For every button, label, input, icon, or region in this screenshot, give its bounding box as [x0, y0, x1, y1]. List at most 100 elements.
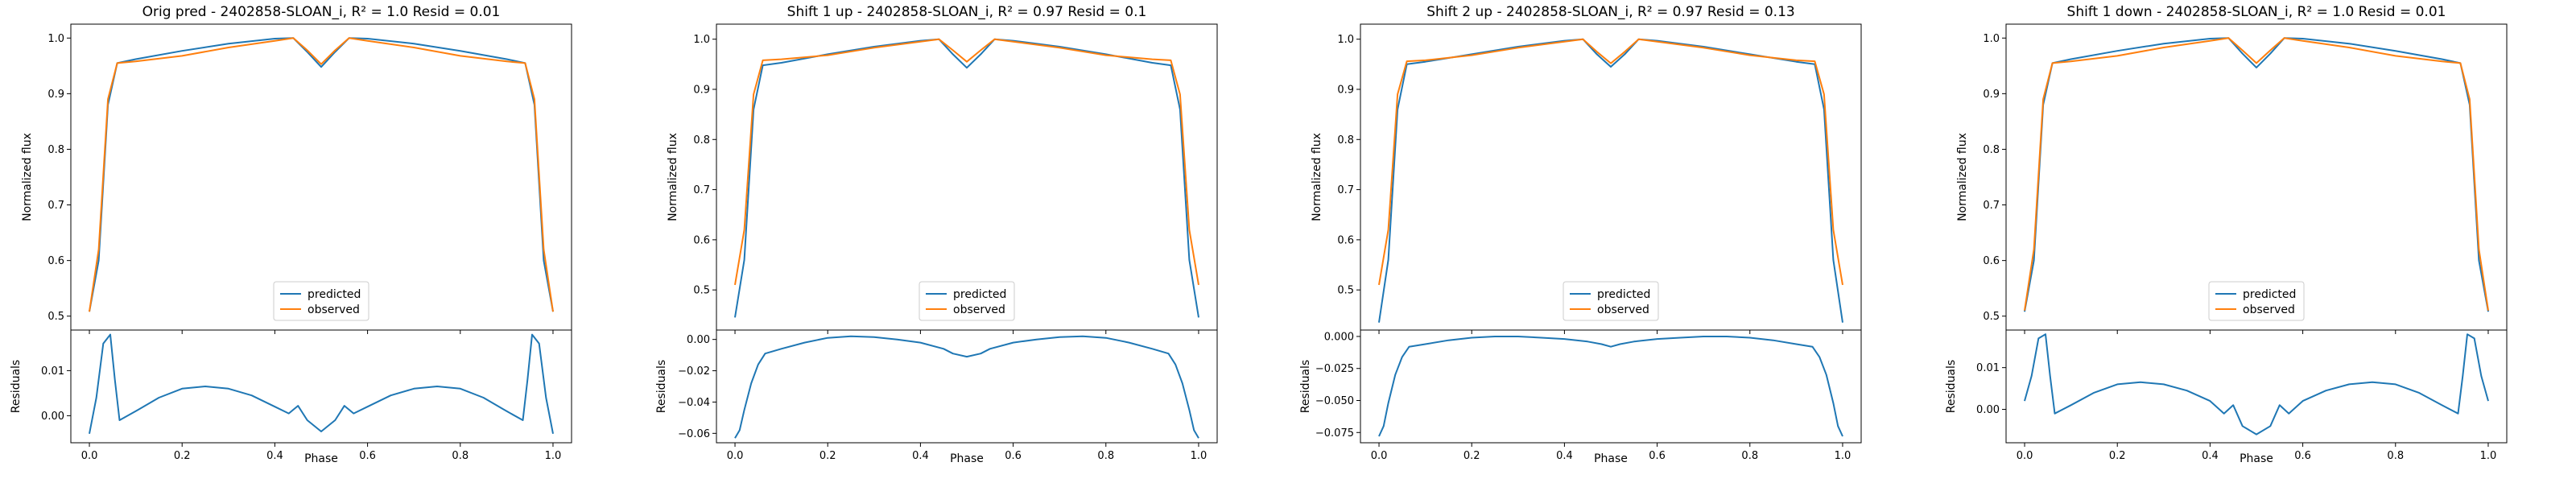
resid-y-tick-label: 0.00	[687, 334, 710, 346]
y-axis-label: Normalized flux	[667, 133, 679, 221]
x-tick-label: 0.4	[2202, 450, 2219, 462]
x-tick-label: 0.6	[2294, 450, 2311, 462]
x-axis-label: Phase	[2240, 452, 2273, 465]
chart-panel-3: Shift 2 up - 2402858-SLOAN_i, R² = 0.97 …	[1299, 4, 1862, 465]
resid-y-tick-label: 0.01	[1976, 362, 2000, 374]
x-tick-label: 0.0	[727, 450, 744, 462]
x-tick-label: 1.0	[1191, 450, 1208, 462]
x-tick-label: 0.8	[452, 450, 469, 462]
series-line-predicted	[2024, 37, 2489, 312]
y-tick-label: 0.7	[693, 184, 710, 196]
series-line-residual	[734, 335, 1199, 439]
chart-panel-4: Shift 1 down - 2402858-SLOAN_i, R² = 1.0…	[1945, 4, 2508, 465]
x-tick-label: 0.4	[912, 450, 929, 462]
series-line-observed	[2024, 37, 2489, 311]
resid-y-tick-label: −0.02	[678, 365, 710, 378]
y-tick-label: 0.7	[1983, 200, 2000, 212]
series-line-residual	[89, 333, 554, 434]
resid-y-tick-label: −0.025	[1315, 363, 1354, 375]
x-tick-label: 0.0	[1371, 450, 1388, 462]
resid-y-tick-label: 0.00	[41, 411, 64, 423]
series-line-residual	[2024, 333, 2489, 436]
legend-label-observed: observed	[1597, 303, 1649, 316]
y-tick-label: 0.5	[47, 311, 64, 323]
x-axis-label: Phase	[1594, 452, 1628, 465]
y-axis-label: Normalized flux	[1311, 133, 1323, 221]
resid-y-tick-label: 0.000	[1324, 331, 1354, 343]
residual-axes-frame	[716, 329, 1218, 444]
y-tick-label: 0.6	[47, 255, 64, 267]
chart-panel-1: Orig pred - 2402858-SLOAN_i, R² = 1.0 Re…	[10, 4, 572, 465]
residual-axes-frame	[70, 329, 572, 444]
legend-label-predicted: predicted	[308, 288, 361, 301]
chart-title: Shift 2 up - 2402858-SLOAN_i, R² = 0.97 …	[1426, 4, 1794, 20]
y-axis-label: Normalized flux	[1956, 133, 1969, 221]
residual-axis-label: Residuals	[1299, 360, 1312, 413]
x-tick-label: 0.0	[81, 450, 98, 462]
residual-axis-label: Residuals	[10, 360, 23, 413]
legend-box	[2208, 281, 2305, 321]
resid-y-tick-label: −0.050	[1315, 395, 1354, 407]
y-tick-label: 0.8	[693, 134, 710, 147]
x-tick-label: 1.0	[1835, 450, 1852, 462]
series-line-observed	[1378, 38, 1843, 286]
y-tick-label: 0.6	[1983, 255, 2000, 267]
legend-box	[273, 281, 369, 321]
legend-label-observed: observed	[953, 303, 1005, 316]
y-tick-label: 0.5	[1337, 285, 1354, 297]
y-tick-label: 0.6	[693, 234, 710, 246]
y-tick-label: 0.8	[1983, 144, 2000, 156]
chart-title: Orig pred - 2402858-SLOAN_i, R² = 1.0 Re…	[142, 4, 501, 20]
series-line-predicted	[89, 37, 554, 312]
y-tick-label: 0.9	[693, 84, 710, 96]
y-tick-label: 1.0	[47, 33, 64, 45]
y-tick-label: 0.7	[1337, 184, 1354, 196]
legend-label-predicted: predicted	[953, 288, 1006, 301]
x-tick-label: 0.6	[1649, 450, 1666, 462]
x-tick-label: 0.0	[2017, 450, 2033, 462]
y-tick-label: 0.9	[47, 89, 64, 101]
legend-label-observed: observed	[308, 303, 360, 316]
y-tick-label: 1.0	[1983, 33, 2000, 45]
series-line-observed	[734, 38, 1199, 286]
resid-y-tick-label: −0.04	[678, 397, 710, 409]
y-tick-label: 1.0	[693, 34, 710, 46]
chart-title: Shift 1 up - 2402858-SLOAN_i, R² = 0.97 …	[787, 4, 1147, 20]
legend-box	[1563, 281, 1659, 321]
x-tick-label: 0.4	[266, 450, 283, 462]
x-axis-label: Phase	[950, 452, 984, 465]
residual-axes-frame	[1360, 329, 1862, 444]
resid-y-tick-label: 0.00	[1976, 404, 2000, 416]
x-axis-label: Phase	[304, 452, 338, 465]
resid-y-tick-label: −0.075	[1315, 427, 1354, 440]
chart-panel-2: Shift 1 up - 2402858-SLOAN_i, R² = 0.97 …	[655, 4, 1218, 465]
x-tick-label: 0.4	[1556, 450, 1573, 462]
y-tick-label: 0.8	[1337, 134, 1354, 147]
y-axis-label: Normalized flux	[21, 133, 34, 221]
legend-label-predicted: predicted	[1597, 288, 1650, 301]
series-line-residual	[1378, 336, 1843, 437]
chart-title: Shift 1 down - 2402858-SLOAN_i, R² = 1.0…	[2067, 4, 2446, 20]
y-tick-label: 0.6	[1337, 234, 1354, 246]
y-tick-label: 0.5	[693, 285, 710, 297]
series-line-predicted	[1378, 38, 1843, 323]
series-line-observed	[89, 37, 554, 312]
x-tick-label: 0.8	[1741, 450, 1758, 462]
x-tick-label: 1.0	[2480, 450, 2497, 462]
y-tick-label: 0.8	[47, 144, 64, 156]
y-tick-label: 0.7	[47, 200, 64, 212]
legend: predicted observed	[919, 281, 1015, 321]
x-tick-label: 0.2	[1463, 450, 1480, 462]
residual-axis-label: Residuals	[655, 360, 668, 413]
x-tick-label: 0.6	[359, 450, 376, 462]
residual-axis-label: Residuals	[1945, 360, 1958, 413]
x-tick-label: 0.2	[819, 450, 836, 462]
legend-label-observed: observed	[2243, 303, 2295, 316]
residual-axes-frame	[2005, 329, 2508, 444]
y-tick-label: 1.0	[1337, 34, 1354, 46]
x-tick-label: 0.8	[2387, 450, 2404, 462]
legend: predicted observed	[273, 281, 369, 321]
x-tick-label: 0.8	[1097, 450, 1114, 462]
resid-y-tick-label: −0.06	[678, 428, 710, 440]
